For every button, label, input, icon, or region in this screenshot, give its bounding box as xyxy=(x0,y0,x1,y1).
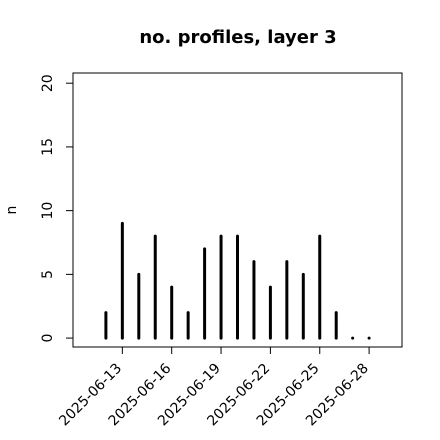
y-tick-label: 15 xyxy=(40,138,56,156)
plot-box xyxy=(72,72,403,348)
y-tick-label: 5 xyxy=(40,270,56,279)
y-tick-label: 20 xyxy=(40,74,56,92)
y-tick-label: 10 xyxy=(40,202,56,220)
y-axis-label: n xyxy=(4,206,20,215)
y-tick-label: 0 xyxy=(40,334,56,343)
chart-title: no. profiles, layer 3 xyxy=(139,27,336,48)
